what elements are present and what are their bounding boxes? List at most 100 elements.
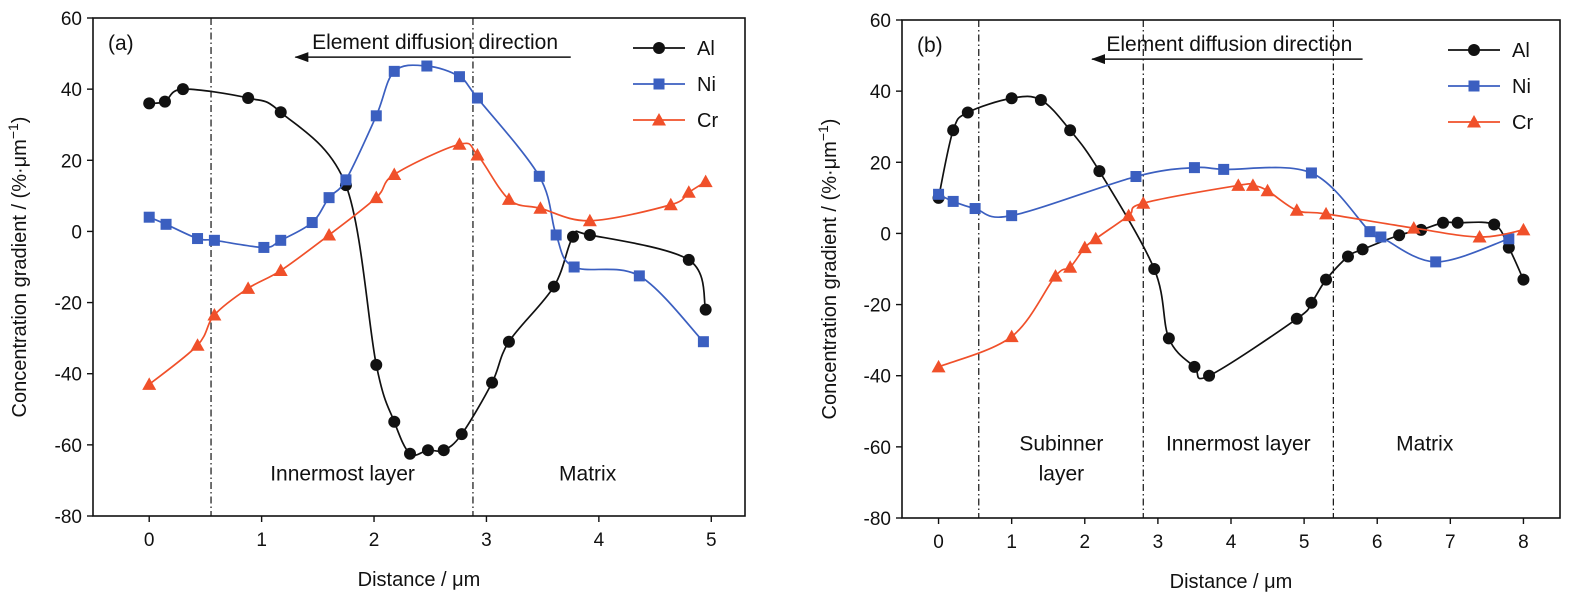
series-line-al bbox=[937, 95, 1525, 380]
data-point-cr bbox=[1245, 178, 1260, 191]
y-axis-title-sup: −1 bbox=[815, 125, 831, 141]
data-point-ni bbox=[388, 65, 400, 77]
data-point-cr bbox=[1063, 260, 1078, 273]
data-point-al bbox=[1305, 296, 1318, 309]
y-axis-title-main: Concentration gradient / (%·μm bbox=[819, 141, 841, 419]
data-point-cr bbox=[142, 377, 157, 390]
y-axis-title: Concentration gradient / (%·μm−1) bbox=[815, 119, 841, 420]
data-point-cr bbox=[1088, 231, 1103, 245]
data-point-cr bbox=[501, 192, 516, 205]
data-point-cr bbox=[190, 338, 205, 351]
y-tick-label: -40 bbox=[864, 367, 891, 388]
data-point-al bbox=[158, 95, 171, 108]
data-point-al bbox=[961, 106, 974, 119]
data-point-ni bbox=[697, 336, 709, 348]
data-point-ni bbox=[550, 229, 562, 241]
y-tick-label: 0 bbox=[71, 222, 82, 243]
data-point-al bbox=[404, 447, 417, 460]
data-point-al bbox=[1488, 218, 1501, 231]
series-cr bbox=[931, 178, 1531, 373]
data-point-ni bbox=[306, 217, 318, 229]
data-point-al bbox=[242, 92, 255, 105]
data-point-ni bbox=[1305, 167, 1317, 179]
legend-marker bbox=[1468, 80, 1480, 92]
data-point-al bbox=[486, 376, 499, 389]
x-tick-label: 5 bbox=[706, 530, 717, 551]
data-point-al bbox=[421, 444, 434, 457]
y-tick-label: -40 bbox=[55, 365, 82, 386]
data-point-cr bbox=[369, 190, 384, 204]
chart-panel-b: 0 1 2 3 4 5 6 7 8 -80 -60 -40 -20 0 20 40 60 Distance / μ… bbox=[815, 11, 1561, 593]
series-line-ni bbox=[938, 166, 1510, 263]
data-point-cr bbox=[452, 137, 467, 150]
x-axis-title: Distance / μm bbox=[358, 569, 481, 591]
y-tick-label: 60 bbox=[870, 11, 891, 32]
data-point-al bbox=[1203, 369, 1216, 382]
x-tick-label: 1 bbox=[256, 530, 267, 551]
data-point-al bbox=[1162, 332, 1175, 345]
data-point-ni bbox=[192, 233, 204, 245]
data-point-cr bbox=[663, 197, 678, 211]
data-point-cr bbox=[1136, 196, 1151, 209]
series-al bbox=[932, 92, 1530, 382]
data-point-al bbox=[388, 415, 401, 428]
y-axis-title: Concentration gradient / (%·μm−1) bbox=[5, 117, 31, 418]
data-point-cr bbox=[1048, 269, 1063, 282]
data-point-cr bbox=[470, 147, 485, 161]
y-axis-title-close: ) bbox=[819, 119, 841, 126]
y-tick-label: 0 bbox=[880, 224, 891, 245]
legend-label: Cr bbox=[697, 110, 718, 132]
data-point-ni bbox=[143, 211, 155, 223]
data-point-al bbox=[274, 106, 287, 119]
region-label: Matrix bbox=[1396, 432, 1454, 455]
data-point-ni bbox=[533, 170, 545, 182]
y-tick-label: -20 bbox=[55, 294, 82, 315]
data-point-ni bbox=[633, 270, 645, 282]
data-point-al bbox=[370, 358, 383, 371]
data-point-ni bbox=[947, 195, 959, 207]
data-point-ni bbox=[1006, 210, 1018, 222]
legend-marker bbox=[652, 113, 666, 126]
data-point-al bbox=[1320, 273, 1333, 286]
x-tick-label: 5 bbox=[1299, 532, 1310, 553]
y-axis-title-close: ) bbox=[9, 117, 31, 124]
data-point-al bbox=[176, 83, 189, 96]
data-point-cr bbox=[533, 201, 548, 214]
data-point-ni bbox=[340, 174, 352, 186]
region-label: Subinner bbox=[1019, 432, 1103, 455]
legend-marker bbox=[1467, 115, 1481, 128]
data-point-cr bbox=[273, 263, 288, 277]
data-point-al bbox=[1093, 165, 1106, 178]
data-point-cr bbox=[1121, 208, 1136, 222]
plot-frame bbox=[92, 17, 746, 517]
data-point-cr bbox=[1406, 221, 1421, 234]
region-label: layer bbox=[1039, 462, 1085, 485]
x-tick-label: 4 bbox=[1226, 532, 1237, 553]
x-tick-label: 6 bbox=[1372, 532, 1383, 553]
data-point-al bbox=[1393, 229, 1406, 242]
legend-entry-ni: Ni bbox=[633, 74, 716, 96]
data-point-al bbox=[437, 444, 450, 457]
y-tick-label: -60 bbox=[864, 438, 891, 459]
data-point-cr bbox=[1260, 183, 1275, 197]
data-point-al bbox=[682, 253, 695, 266]
diffusion-direction-label: Element diffusion direction bbox=[1106, 33, 1352, 56]
data-point-al bbox=[1034, 94, 1047, 107]
x-tick-label: 0 bbox=[144, 530, 155, 551]
data-point-ni bbox=[370, 110, 382, 122]
series-ni bbox=[933, 162, 1515, 268]
data-point-ni bbox=[1130, 171, 1142, 183]
data-point-al bbox=[1188, 360, 1201, 373]
data-point-cr bbox=[1319, 206, 1334, 220]
data-point-ni bbox=[323, 192, 335, 204]
x-tick-label: 8 bbox=[1518, 532, 1529, 553]
legend-marker bbox=[1468, 44, 1480, 56]
data-point-al bbox=[947, 124, 960, 137]
data-point-ni bbox=[453, 71, 465, 83]
region-label: Matrix bbox=[559, 462, 617, 485]
diffusion-direction-label: Element diffusion direction bbox=[312, 31, 558, 54]
data-point-ni bbox=[1430, 256, 1442, 268]
data-point-ni bbox=[933, 188, 945, 200]
data-point-ni bbox=[421, 60, 433, 72]
y-tick-label: 40 bbox=[870, 82, 891, 103]
